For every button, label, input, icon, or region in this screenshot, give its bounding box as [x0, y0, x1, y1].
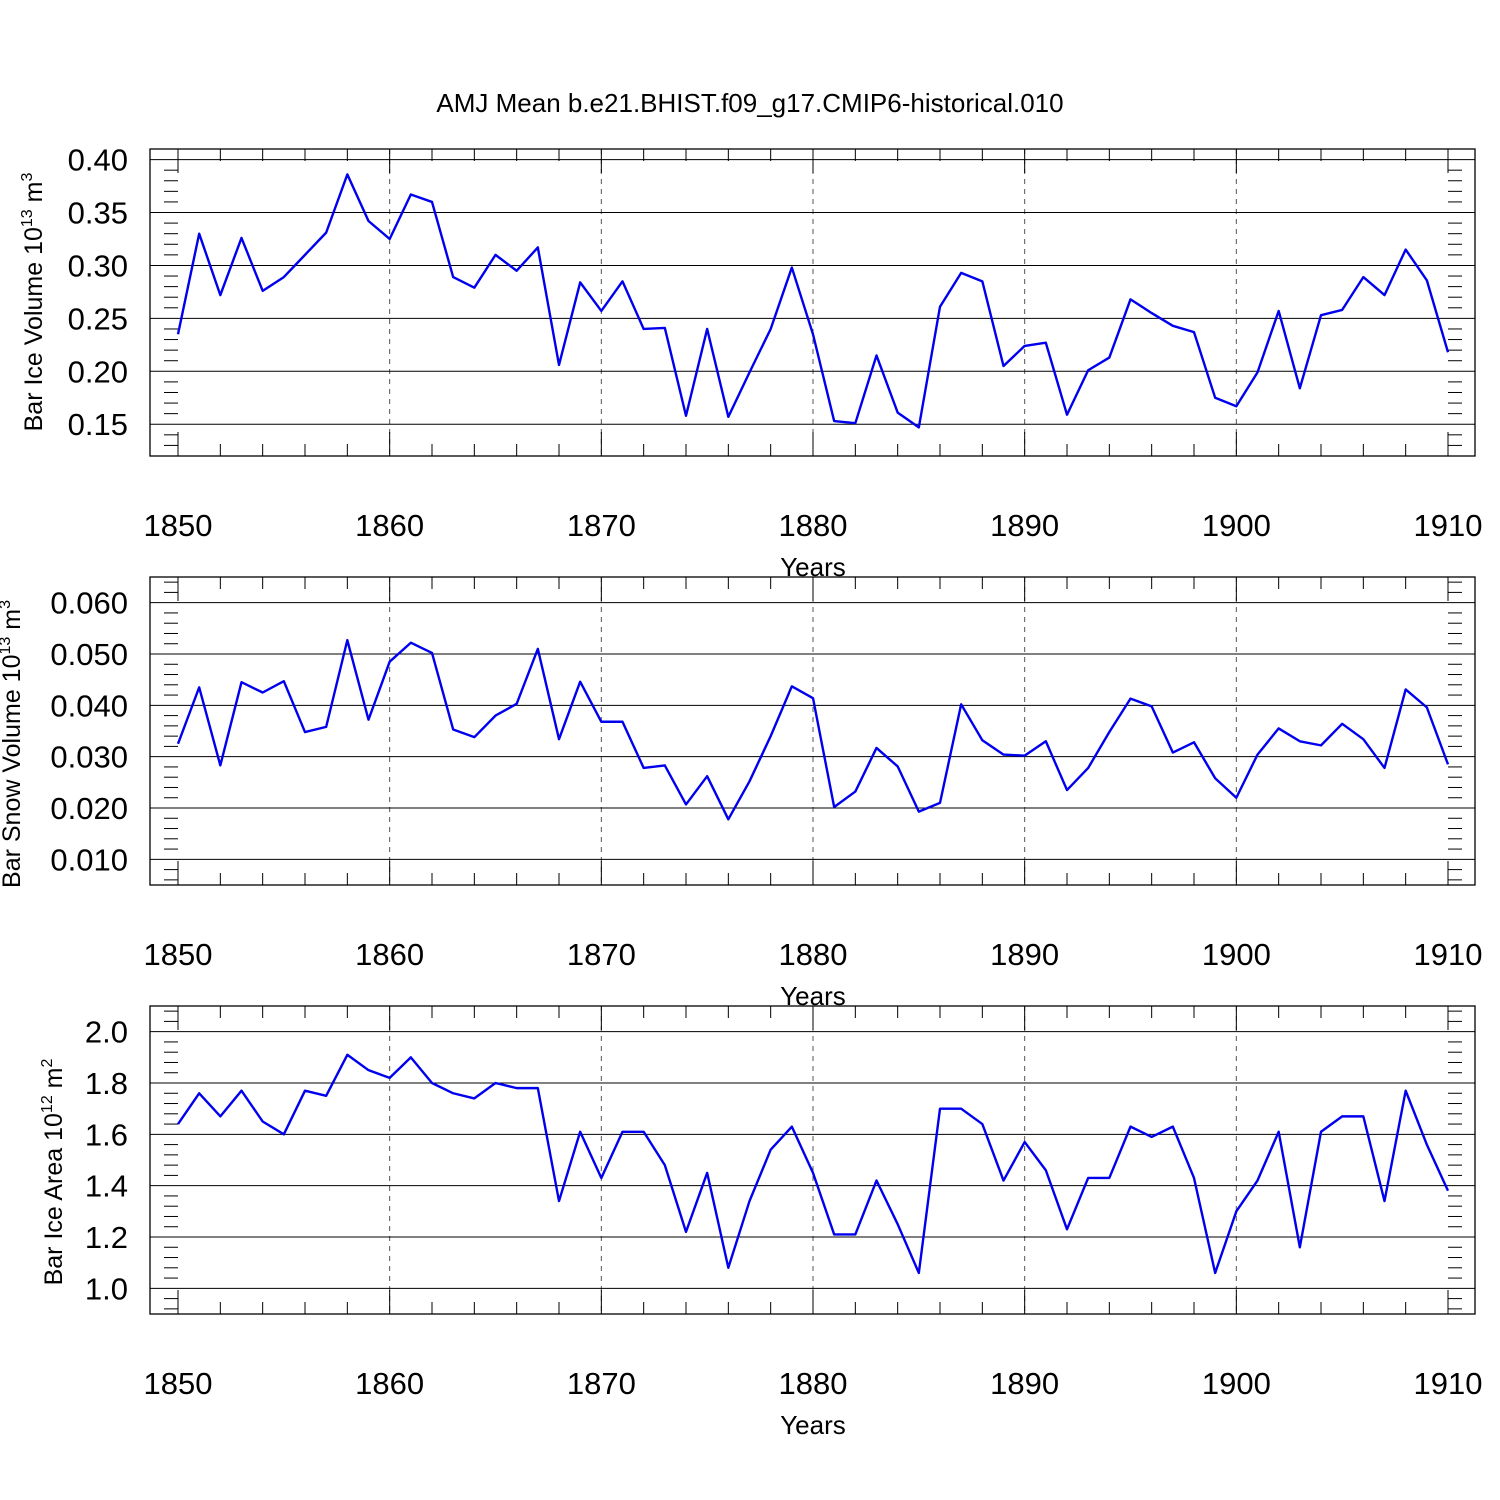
- x-tick-label: 1900: [1202, 1366, 1271, 1401]
- x-tick-label: 1860: [355, 937, 424, 972]
- x-tick-label: 1850: [144, 508, 213, 543]
- chart-panel-2: 0.010 0.020 0.030 0.040 0.050 0.060 1850 1860 18…: [0, 576, 1483, 1011]
- y-axis-label-part: Bar Ice Volume 10: [20, 227, 48, 431]
- y-axis-label-part: m: [20, 182, 48, 210]
- x-tick-label: 1880: [779, 508, 848, 543]
- x-tick-label: 1890: [990, 508, 1059, 543]
- y-axis-label-part: Bar Ice Area 10: [40, 1113, 68, 1285]
- y-tick-label: 0.010: [50, 842, 128, 877]
- x-tick-label: 1880: [779, 1366, 848, 1401]
- y-axis-label-part: m: [40, 1068, 68, 1096]
- y-tick-label: 0.060: [50, 586, 128, 621]
- x-tick-label: 1870: [567, 937, 636, 972]
- y-tick-label: 0.25: [68, 301, 128, 336]
- series-line-1: [177, 1053, 1450, 1275]
- x-tick-label: 1910: [1414, 937, 1483, 972]
- y-axis-label-superscript: 13: [0, 637, 14, 655]
- x-tick-label: 1870: [567, 1366, 636, 1401]
- y-tick-label: 0.040: [50, 688, 128, 723]
- chart-panel-1: 0.15 0.20 0.25 0.30 0.35 0.40 1850 1860 1870 1880…: [19, 143, 1482, 582]
- y-tick-label: 0.020: [50, 791, 128, 826]
- y-tick-label: 1.8: [85, 1066, 128, 1101]
- series-line-1: [176, 638, 1450, 821]
- chart-panel-3: 1.0 1.2 1.4 1.6 1.8 2.0 1850 1860 1870 1880 1890 19…: [39, 1005, 1483, 1440]
- y-axis-label: Bar Snow Volume 1013 m3: [0, 600, 26, 888]
- y-tick-label: 1.2: [85, 1220, 128, 1255]
- y-axis-label: Bar Ice Volume 1013 m3: [19, 173, 48, 432]
- y-tick-label: 0.030: [50, 740, 128, 775]
- y-axis-label-part: m: [0, 609, 26, 637]
- y-tick-label: 0.35: [68, 196, 128, 231]
- y-axis-label-superscript: 12: [39, 1095, 56, 1113]
- x-tick-label: 1890: [990, 937, 1059, 972]
- x-tick-label: 1910: [1414, 1366, 1483, 1401]
- y-tick-label: 0.050: [50, 637, 128, 672]
- y-axis-label: Bar Ice Area 1012 m2: [39, 1059, 68, 1286]
- y-tick-label: 1.4: [85, 1169, 128, 1204]
- y-tick-label: 2.0: [85, 1015, 128, 1050]
- x-tick-label: 1880: [779, 937, 848, 972]
- x-tick-label: 1890: [990, 1366, 1059, 1401]
- x-axis-label: Years: [780, 1410, 846, 1440]
- figure-title: AMJ Mean b.e21.BHIST.f09_g17.CMIP6-histo…: [436, 88, 1063, 118]
- y-axis-label-superscript: 13: [19, 209, 36, 227]
- x-tick-label: 1860: [355, 508, 424, 543]
- y-tick-label: 0.20: [68, 354, 128, 389]
- x-tick-label: 1900: [1202, 508, 1271, 543]
- x-tick-label: 1870: [567, 508, 636, 543]
- series-line-1: [176, 173, 1450, 429]
- y-axis-label-superscript: 3: [19, 173, 36, 182]
- y-tick-label: 0.15: [68, 407, 128, 442]
- x-tick-label: 1850: [144, 1366, 213, 1401]
- x-tick-label: 1860: [355, 1366, 424, 1401]
- panels-group: 0.15 0.20 0.25 0.30 0.35 0.40 1850 1860 1870 1880…: [0, 143, 1482, 1440]
- y-tick-label: 0.40: [68, 143, 128, 178]
- y-tick-label: 0.30: [68, 248, 128, 283]
- x-tick-label: 1910: [1414, 508, 1483, 543]
- y-axis-label-superscript: 3: [0, 600, 14, 609]
- y-axis-label-superscript: 2: [39, 1059, 56, 1068]
- y-tick-label: 1.0: [85, 1271, 128, 1306]
- x-tick-label: 1850: [144, 937, 213, 972]
- x-tick-label: 1900: [1202, 937, 1271, 972]
- y-axis-label-part: Bar Snow Volume 10: [0, 655, 26, 888]
- y-tick-label: 1.6: [85, 1117, 128, 1152]
